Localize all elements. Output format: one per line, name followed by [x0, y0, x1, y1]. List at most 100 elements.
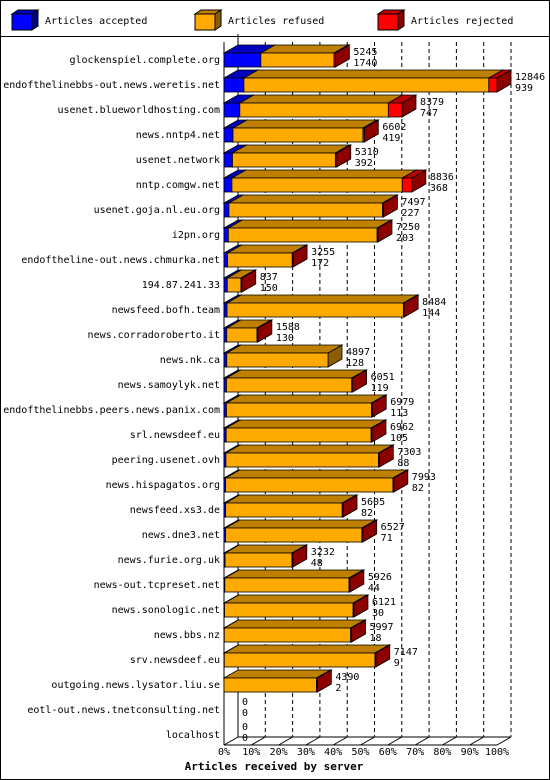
y-tick-label: endofthelinebbs.peers.news.panix.com: [3, 405, 220, 416]
bar: [225, 427, 372, 443]
x-tick-label: 20%: [270, 747, 288, 758]
bar: [232, 152, 336, 168]
offered-label: 8379: [420, 97, 444, 108]
bar: [316, 677, 318, 693]
accepted-label: 419: [382, 133, 400, 144]
offered-label: 5310: [355, 147, 379, 158]
accepted-label: 9: [394, 658, 400, 669]
offered-label: 7147: [394, 647, 418, 658]
bar: [225, 502, 343, 518]
bar-top: [222, 669, 333, 679]
offered-label: 6527: [381, 522, 405, 533]
bar-top: [223, 569, 365, 579]
x-tick-label: 40%: [324, 747, 342, 758]
bar: [378, 452, 380, 468]
legend-swatch-side: [31, 9, 39, 31]
legend-label: Articles refused: [228, 16, 324, 27]
bar: [223, 352, 228, 368]
x-axis-label: Articles received by server: [185, 760, 364, 773]
accepted-label: 0: [242, 708, 248, 719]
accepted-label: 30: [372, 608, 384, 619]
y-tick-label: 194.87.241.33: [142, 280, 220, 291]
offered-label: 12846: [515, 72, 545, 83]
x-tick-label: 60%: [379, 747, 397, 758]
accepted-label: 82: [412, 483, 424, 494]
bar-top: [230, 169, 418, 179]
bar: [351, 377, 353, 393]
x-tick-label: 100%: [485, 747, 509, 758]
offered-label: 3255: [311, 247, 335, 258]
bar: [352, 602, 355, 618]
bar: [226, 377, 353, 393]
x-tick-label: 0%: [218, 747, 230, 758]
bar: [376, 227, 379, 243]
offered-label: 6602: [382, 122, 406, 133]
offered-label: 6962: [390, 422, 414, 433]
offered-label: 7497: [401, 197, 425, 208]
legend-label: Articles accepted: [45, 16, 147, 27]
accepted-label: 2: [335, 683, 341, 694]
accepted-label: 88: [397, 458, 409, 469]
bar: [223, 277, 228, 293]
offered-label: 4390: [335, 672, 359, 683]
offered-label: 6121: [372, 597, 396, 608]
y-tick-label: news.nk.ca: [160, 355, 220, 366]
bar: [226, 327, 258, 343]
bar: [256, 327, 259, 343]
bar-top: [238, 94, 404, 104]
y-tick-label: endofthelinebbs-out.news.weretis.net: [3, 80, 220, 91]
y-tick-label: i2pn.org: [172, 230, 220, 241]
offered-label: 4897: [346, 347, 370, 358]
bar-top: [259, 44, 350, 54]
bar-top: [222, 619, 367, 629]
accepted-label: 71: [381, 533, 393, 544]
bar: [401, 177, 413, 193]
offered-label: 3232: [311, 547, 335, 558]
accepted-label: 1740: [353, 58, 377, 69]
bar: [227, 227, 378, 243]
x-tick: [278, 736, 293, 746]
accepted-label: 150: [260, 283, 278, 294]
y-tick-label: news.bbs.nz: [154, 630, 220, 641]
accepted-label: 130: [276, 333, 294, 344]
legend-swatch: [11, 13, 33, 31]
offered-label: 7250: [396, 222, 420, 233]
x-tick-label: 30%: [297, 747, 315, 758]
y-tick-label: usenet.blueworldhosting.com: [57, 105, 220, 116]
x-tick-label: 70%: [406, 747, 424, 758]
bar: [260, 52, 335, 68]
bar: [392, 477, 395, 493]
y-tick-label: newsfeed.xs3.de: [130, 505, 220, 516]
bar-top: [224, 469, 409, 479]
bar: [382, 202, 384, 218]
y-tick-label: news.corradoroberto.it: [88, 330, 220, 341]
x-tick: [387, 736, 403, 746]
offered-label: 5245: [353, 47, 377, 58]
accepted-label: 82: [361, 508, 373, 519]
bar: [370, 427, 373, 443]
bar-top: [226, 219, 393, 229]
bar: [225, 527, 363, 543]
accepted-label: 939: [515, 83, 533, 94]
bar: [240, 277, 243, 293]
legend-swatch-side: [214, 9, 222, 31]
x-tick: [223, 736, 239, 746]
y-tick-label: peering.usenet.ovh: [112, 455, 220, 466]
y-tick-label: news.hispagatos.org: [106, 480, 220, 491]
bar: [224, 552, 293, 568]
y-tick-label: eotl-out.news.tnetconsulting.net: [27, 705, 220, 716]
bar: [387, 102, 403, 118]
offered-label: 7993: [412, 472, 436, 483]
offered-label: 5997: [369, 622, 393, 633]
bar: [488, 77, 498, 93]
y-tick-label: news.samoylyk.net: [118, 380, 220, 391]
y-tick-label: outgoing.news.lysator.liu.se: [51, 680, 220, 691]
bar-top: [227, 194, 399, 204]
x-tick-label: 10%: [242, 747, 260, 758]
x-tick-label: 90%: [461, 747, 479, 758]
offered-label: 0: [242, 697, 248, 708]
bar: [223, 677, 317, 693]
bar: [341, 502, 344, 518]
bar: [223, 52, 262, 68]
bar: [291, 552, 294, 568]
